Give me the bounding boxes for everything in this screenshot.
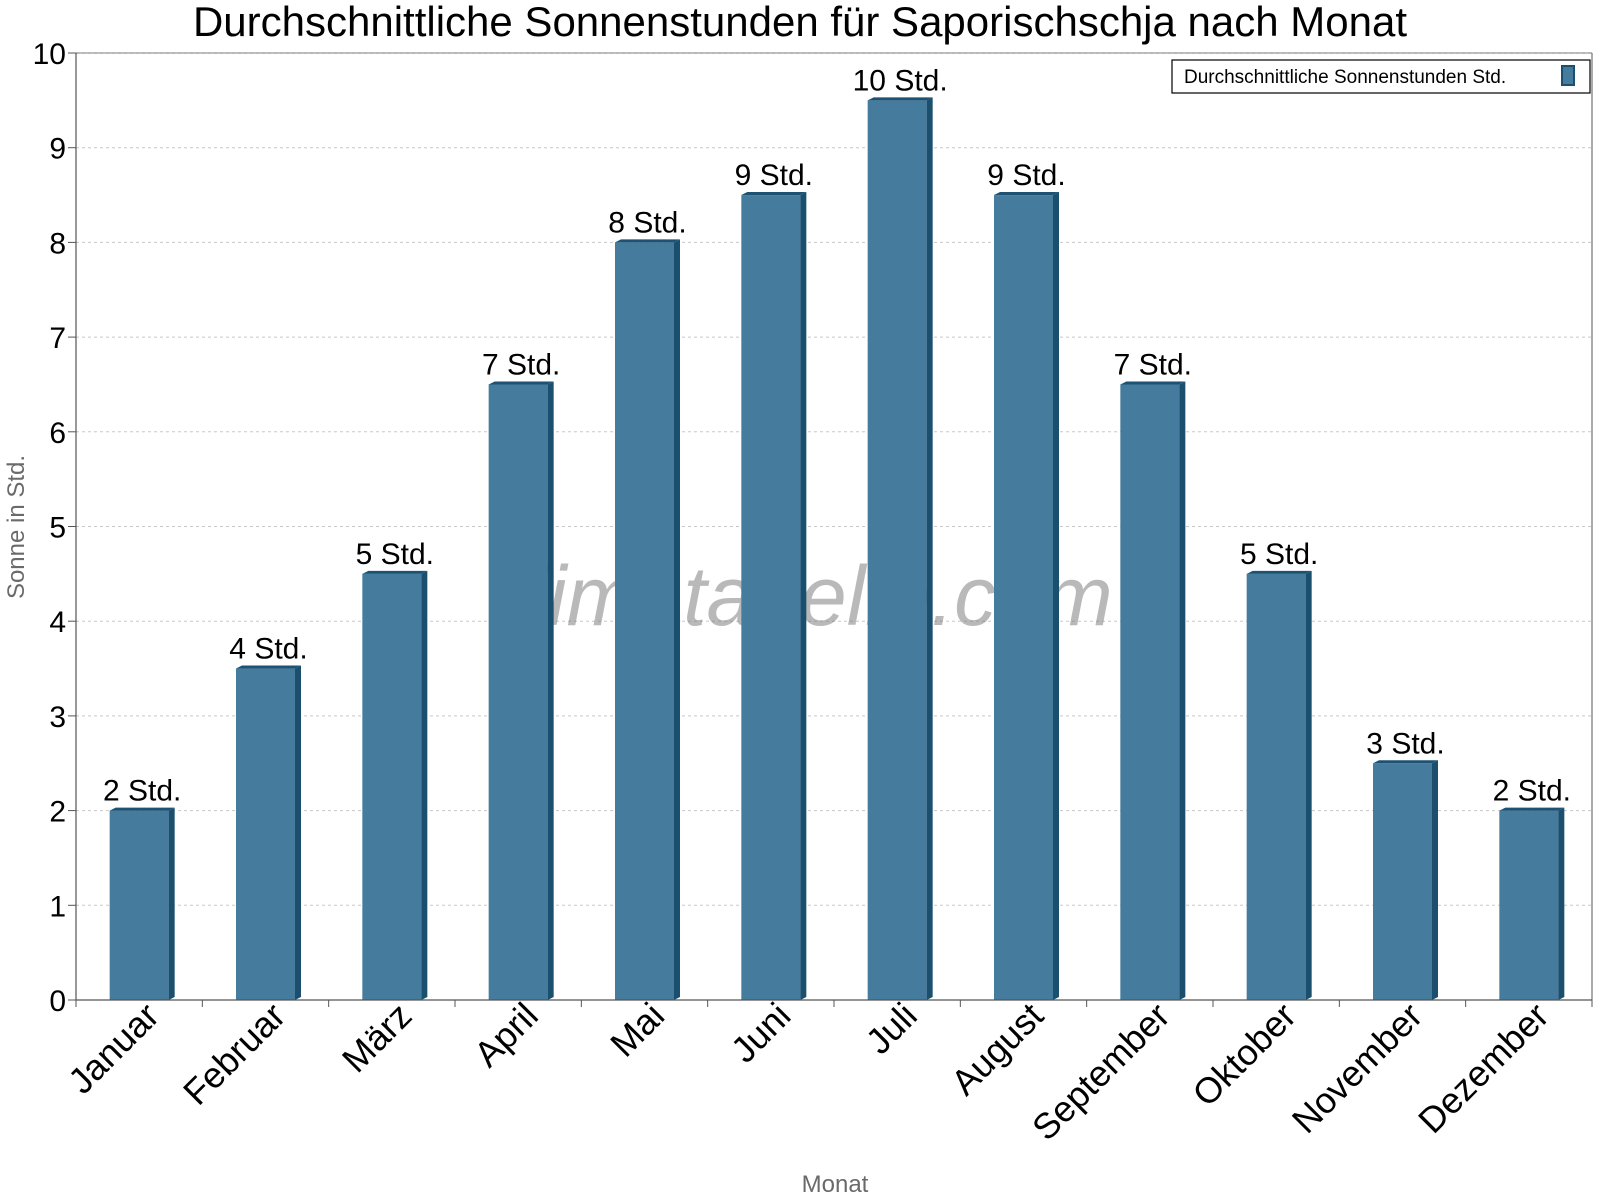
data-label: 8 Std. — [608, 206, 686, 239]
data-label: 9 Std. — [987, 159, 1065, 192]
bar — [994, 195, 1053, 1001]
bar-top — [109, 807, 175, 811]
x-tick-label: Februar — [175, 995, 293, 1113]
data-label: 3 Std. — [1366, 727, 1444, 760]
data-label: 7 Std. — [482, 348, 560, 381]
x-tick-label: Juni — [723, 995, 799, 1071]
data-label: 4 Std. — [229, 633, 307, 666]
y-tick-label: 10 — [33, 38, 66, 71]
x-tick-label: Mai — [602, 995, 672, 1065]
bar — [1246, 573, 1306, 1000]
y-tick-label: 1 — [49, 890, 66, 923]
data-label: 2 Std. — [103, 775, 181, 808]
y-tick-label: 3 — [49, 701, 66, 734]
y-tick-label: 5 — [49, 512, 66, 545]
y-tick-label: 0 — [49, 985, 66, 1018]
legend-box — [1171, 59, 1591, 94]
data-label: 10 Std. — [853, 64, 948, 97]
bar-top — [1120, 381, 1186, 385]
x-tick-label: März — [334, 995, 420, 1081]
y-tick-label: 2 — [49, 796, 66, 829]
bar-side — [547, 381, 554, 1000]
bar-top — [994, 192, 1059, 196]
bar-side — [1305, 570, 1312, 1000]
bar-top — [1373, 760, 1438, 764]
data-label: 5 Std. — [356, 538, 434, 571]
y-tick-label: 8 — [49, 227, 66, 260]
y-axis-title: Sonne in Std. — [3, 455, 30, 599]
y-tick-label: 6 — [49, 417, 66, 450]
bar-top — [741, 192, 807, 196]
bar — [867, 100, 927, 1001]
bar-top — [867, 97, 933, 101]
bar-side — [1432, 760, 1438, 1000]
bar — [488, 384, 548, 1000]
bars: 2 Std. 4 Std. 5 Std. 7 Std. 8 Std. 9 Std. 10 S… — [103, 64, 1571, 1001]
data-label: 5 Std. — [1240, 538, 1318, 571]
y-tick-label: 9 — [49, 133, 66, 166]
bar-top — [236, 665, 301, 669]
bar-side — [421, 570, 428, 1000]
bar-side — [295, 665, 301, 1000]
x-tick-label: November — [1284, 995, 1430, 1141]
y-axis-ticks: 0 1 2 3 4 5 6 7 8 9 10 — [33, 38, 76, 1018]
bar-side — [1558, 807, 1565, 1000]
bar-top — [488, 381, 554, 385]
x-axis-ticks: Januar Februar März April Mai Juni Juli AugustS… — [60, 995, 1593, 1149]
x-tick-label: Oktober — [1184, 995, 1304, 1115]
x-tick-label: September — [1024, 995, 1178, 1149]
x-tick-label: Dezember — [1410, 995, 1556, 1141]
data-label: 9 Std. — [735, 159, 813, 192]
legend: Durchschnittliche Sonnenstunden Std. — [1171, 59, 1591, 94]
bar — [615, 242, 674, 1000]
bar-top — [615, 239, 680, 243]
x-tick-label: August — [943, 995, 1051, 1103]
bar — [109, 810, 169, 1000]
data-label: 7 Std. — [1114, 348, 1192, 381]
bar — [1120, 384, 1180, 1000]
chart-title: Durchschnittliche Sonnenstunden für Sapo… — [193, 0, 1407, 45]
x-tick-label: Juli — [858, 995, 925, 1062]
bar-side — [168, 807, 175, 1000]
legend-label: Durchschnittliche Sonnenstunden Std. — [1184, 67, 1506, 88]
x-tick-label: Januar — [60, 995, 167, 1102]
bar — [362, 573, 422, 1000]
bar-side — [926, 97, 933, 1001]
bar — [741, 195, 801, 1001]
bar-side — [1053, 192, 1059, 1001]
bar-side — [674, 239, 680, 1000]
bar-top — [1499, 807, 1565, 811]
y-tick-label: 4 — [49, 606, 66, 639]
x-tick-label: April — [466, 995, 546, 1075]
bar — [1373, 763, 1432, 1000]
bar-side — [800, 192, 807, 1001]
bar-top — [1246, 570, 1312, 574]
grid-lines — [76, 52, 1592, 906]
bar-top — [362, 570, 428, 574]
legend-swatch — [1561, 65, 1575, 86]
bar — [236, 668, 295, 1000]
y-tick-label: 7 — [49, 322, 66, 355]
data-label: 2 Std. — [1493, 775, 1571, 808]
x-axis-title: Monat — [802, 1171, 869, 1198]
bar — [1499, 810, 1559, 1000]
bar-side — [1179, 381, 1186, 1000]
